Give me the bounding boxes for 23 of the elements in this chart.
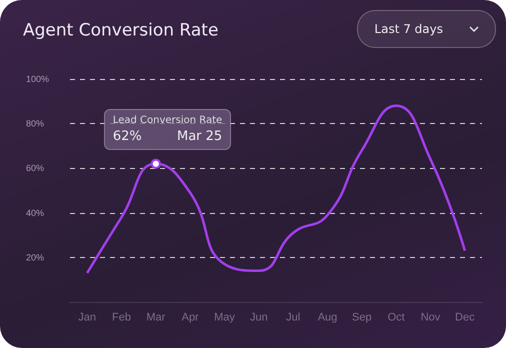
y-tick-label: 40% <box>26 208 44 218</box>
x-tick-label: Mar <box>146 312 166 324</box>
y-tick-label: 20% <box>26 252 44 262</box>
annotation: 62% <box>112 128 142 144</box>
text: Last 7 days <box>374 22 443 36</box>
x-tick-label: Aug <box>318 312 338 324</box>
x-tick-label: Jun <box>250 312 268 324</box>
y-tick-label: 80% <box>26 118 44 129</box>
x-tick-label: Oct <box>388 312 405 324</box>
chart-title: Agent Conversion Rate <box>23 20 218 40</box>
line-series <box>86 104 466 274</box>
x-tick-label: Dec <box>455 312 476 324</box>
x-tick-label: Feb <box>112 312 131 324</box>
x-tick-label: Nov <box>420 312 441 324</box>
annotation: Mar 25 <box>177 128 222 144</box>
y-tick-label: 100% <box>26 74 50 84</box>
x-tick-label: Sep <box>352 312 372 324</box>
x-tick-label: Jan <box>78 312 96 324</box>
x-tick-label: Apr <box>182 312 200 324</box>
x-tick-label: May <box>214 312 236 324</box>
x-tick-label: Jul <box>286 312 300 324</box>
annotation: Lead Conversion Rate <box>112 114 222 126</box>
y-tick-label: 60% <box>26 163 44 174</box>
